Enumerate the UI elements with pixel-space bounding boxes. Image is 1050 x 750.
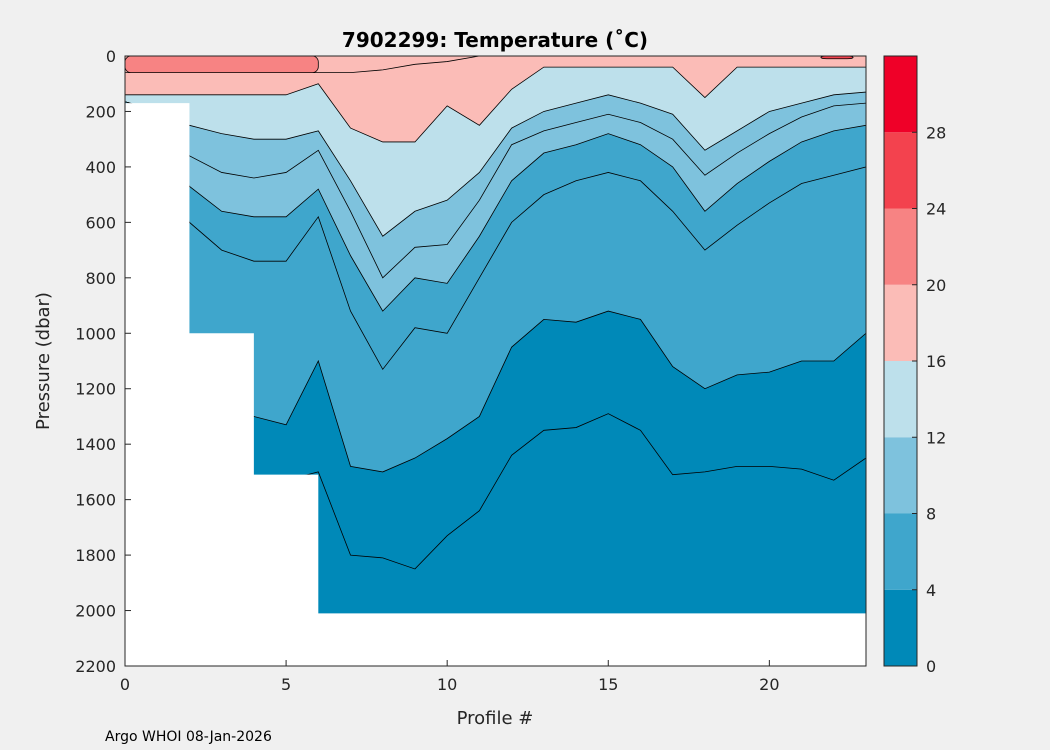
- y-tick-label: 1800: [75, 546, 116, 565]
- colorbar-tick-label: 0: [926, 657, 936, 676]
- y-tick-label: 2200: [75, 657, 116, 676]
- x-tick-label: 20: [759, 675, 779, 694]
- colorbar-segment: [884, 208, 917, 285]
- y-axis-label: Pressure (dbar): [33, 292, 54, 430]
- colorbar-segment: [884, 132, 917, 209]
- x-tick-label: 5: [281, 675, 291, 694]
- surface-warm-patch: [125, 56, 319, 74]
- x-tick-label: 10: [437, 675, 457, 694]
- surface-warm-patch: [820, 56, 854, 60]
- colorbar-segment: [884, 361, 917, 438]
- y-tick-label: 1400: [75, 435, 116, 454]
- y-tick-label: 400: [85, 158, 116, 177]
- colorbar-tick-label: 16: [926, 352, 946, 371]
- footer-credit: Argo WHOI 08-Jan-2026: [105, 729, 272, 745]
- colorbar-tick-label: 20: [926, 276, 946, 295]
- colorbar-tick-label: 24: [926, 200, 946, 219]
- colorbar-segment: [884, 513, 917, 590]
- y-tick-label: 200: [85, 102, 116, 121]
- colorbar-segment: [884, 589, 917, 666]
- y-tick-label: 0: [106, 47, 116, 66]
- y-tick-label: 600: [85, 213, 116, 232]
- x-tick-label: 0: [120, 675, 130, 694]
- colorbar-tick-label: 12: [926, 428, 946, 447]
- y-tick-label: 1000: [75, 324, 116, 343]
- plot-frame: [124, 55, 867, 667]
- x-axis: 0 5 10 15 20: [120, 660, 780, 694]
- x-tick-label: 15: [598, 675, 618, 694]
- y-tick-label: 2000: [75, 602, 116, 621]
- colorbar: 0 4 8 12 16 20 24 28: [883, 55, 946, 676]
- colorbar-segment: [884, 284, 917, 361]
- colorbar-tick-label: 28: [926, 123, 946, 142]
- y-tick-label: 1600: [75, 491, 116, 510]
- colorbar-tick-label: 4: [926, 581, 936, 600]
- chart-title: 7902299: Temperature (˚C): [342, 28, 648, 52]
- y-tick-label: 800: [85, 269, 116, 288]
- x-axis-label: Profile #: [457, 708, 534, 729]
- colorbar-segment: [884, 437, 917, 514]
- no-data-region: [125, 103, 866, 666]
- no-data-mask: [125, 103, 866, 666]
- y-tick-label: 1200: [75, 380, 116, 399]
- colorbar-tick-label: 8: [926, 505, 936, 524]
- colorbar-segment: [884, 56, 917, 133]
- y-axis: 0 200 400 600 800 1000 1200 1400 1600 1800 2000 220…: [75, 47, 131, 676]
